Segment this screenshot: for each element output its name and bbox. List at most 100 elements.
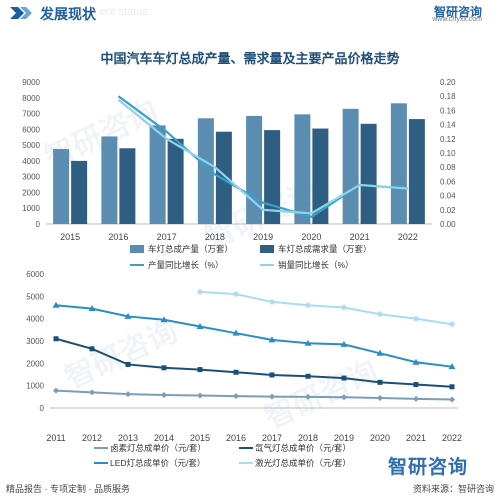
bar-production bbox=[390, 103, 407, 224]
point bbox=[377, 311, 383, 318]
y-tick-label: 0 bbox=[36, 220, 41, 229]
point bbox=[53, 387, 59, 394]
point bbox=[340, 340, 348, 347]
point bbox=[161, 392, 167, 399]
bar-demand bbox=[119, 148, 136, 224]
x-tick-label: 2015 bbox=[60, 232, 80, 242]
x-tick-label: 2014 bbox=[154, 433, 174, 443]
point bbox=[413, 395, 419, 402]
y-tick-label: 8000 bbox=[22, 94, 40, 103]
legend-swatch bbox=[130, 245, 144, 253]
point bbox=[89, 346, 95, 352]
y2-tick-label: 0.08 bbox=[440, 163, 456, 172]
point bbox=[304, 339, 312, 346]
y2-tick-label: 0.10 bbox=[440, 149, 456, 158]
chart-title: 中国汽车车灯总成产量、需求量及主要产品价格走势 bbox=[100, 51, 400, 66]
series-line bbox=[55, 389, 453, 401]
footer-source: 资料来源：智研咨询 bbox=[412, 484, 494, 494]
series-line bbox=[55, 337, 453, 388]
point bbox=[305, 302, 311, 309]
footer-brand-logo: 智研咨询 bbox=[388, 457, 469, 478]
y2-tick-label: 0.12 bbox=[440, 135, 456, 144]
point bbox=[269, 393, 275, 400]
section-title: 发展现状 bbox=[40, 6, 96, 22]
point bbox=[269, 372, 275, 378]
y2-tick-label: 0.04 bbox=[440, 192, 456, 201]
brand-url: www.chyxx.com bbox=[432, 16, 482, 23]
section-subtitle: ent status bbox=[100, 6, 148, 18]
x-tick-label: 2013 bbox=[118, 433, 138, 443]
x-tick-label: 2011 bbox=[46, 433, 65, 443]
x-tick-label: 2021 bbox=[350, 232, 370, 242]
y-tick-label: 3000 bbox=[22, 173, 40, 182]
x-tick-label: 2018 bbox=[298, 433, 318, 443]
y-tick-label: 1000 bbox=[22, 204, 40, 213]
point bbox=[449, 321, 455, 328]
legend-label: 激光灯总成单价（元/套） bbox=[255, 458, 351, 468]
point bbox=[89, 389, 95, 396]
point bbox=[377, 394, 383, 401]
series-line-sales-growth bbox=[117, 98, 408, 215]
x-tick-label: 2017 bbox=[262, 433, 282, 443]
bar-demand bbox=[408, 119, 425, 224]
header-chevron-icon bbox=[10, 7, 32, 19]
y-tick-label: 1000 bbox=[26, 382, 44, 391]
y2-tick-label: 0.02 bbox=[440, 206, 456, 215]
y-tick-label: 4000 bbox=[22, 157, 40, 166]
brand-logo: 智研咨询 bbox=[433, 5, 482, 19]
point bbox=[197, 288, 203, 295]
point bbox=[88, 305, 96, 312]
legend-label: 氙气灯总成单价（元/套） bbox=[255, 443, 351, 453]
x-tick-label: 2015 bbox=[190, 433, 210, 443]
point bbox=[52, 301, 60, 308]
legend-label: 产量同比增长（%） bbox=[148, 260, 224, 270]
bar-demand bbox=[167, 138, 184, 224]
point bbox=[232, 329, 240, 336]
point bbox=[412, 358, 420, 365]
x-tick-label: 2020 bbox=[301, 232, 321, 242]
point bbox=[413, 382, 419, 388]
point bbox=[269, 298, 275, 305]
y2-tick-label: 0.06 bbox=[440, 177, 456, 186]
y2-tick-label: 0.20 bbox=[440, 78, 456, 87]
y-tick-label: 6000 bbox=[22, 125, 40, 134]
point bbox=[376, 349, 384, 356]
x-tick-label: 2017 bbox=[157, 232, 177, 242]
point bbox=[197, 392, 203, 399]
legend-label: LED灯总成单价（元/套） bbox=[110, 458, 205, 468]
x-tick-label: 2021 bbox=[406, 433, 426, 443]
bar-production bbox=[197, 118, 214, 224]
point bbox=[377, 379, 383, 385]
y2-tick-label: 0.18 bbox=[440, 92, 456, 101]
point bbox=[161, 365, 167, 371]
y-tick-label: 4000 bbox=[26, 315, 44, 324]
legend-label: 车灯总成产量（万套） bbox=[148, 244, 233, 254]
x-tick-label: 2018 bbox=[205, 232, 225, 242]
bar-production bbox=[149, 125, 166, 224]
point bbox=[341, 304, 347, 311]
footer: 精品报告 · 专项定制 · 品质服务 资料来源：智研咨询 bbox=[0, 478, 500, 498]
point bbox=[197, 367, 203, 373]
production-demand-chart: 0 1000 2000 3000 4000 5000 6000 7000 8000 9000 0.0… bbox=[22, 78, 456, 270]
bar-demand bbox=[215, 131, 232, 224]
bar-production bbox=[294, 114, 311, 224]
point bbox=[196, 322, 204, 329]
y-tick-label: 5000 bbox=[22, 141, 40, 150]
y-tick-label: 7000 bbox=[22, 110, 40, 119]
point bbox=[448, 363, 456, 370]
y-tick-label: 2000 bbox=[26, 359, 44, 368]
point bbox=[125, 361, 131, 367]
point bbox=[305, 393, 311, 400]
series-line bbox=[199, 290, 453, 326]
x-tick-label: 2022 bbox=[442, 433, 462, 443]
bar-demand bbox=[312, 128, 329, 224]
point bbox=[160, 316, 168, 323]
x-tick-label: 2012 bbox=[82, 433, 102, 443]
point bbox=[268, 336, 276, 343]
point bbox=[233, 393, 239, 400]
x-tick-label: 2019 bbox=[253, 232, 273, 242]
y2-tick-label: 0.00 bbox=[440, 220, 456, 229]
point bbox=[449, 384, 455, 390]
price-trend-chart: 0 1000 2000 3000 4000 5000 6000 2011 2012 2013 201… bbox=[26, 270, 462, 468]
point bbox=[341, 375, 347, 381]
